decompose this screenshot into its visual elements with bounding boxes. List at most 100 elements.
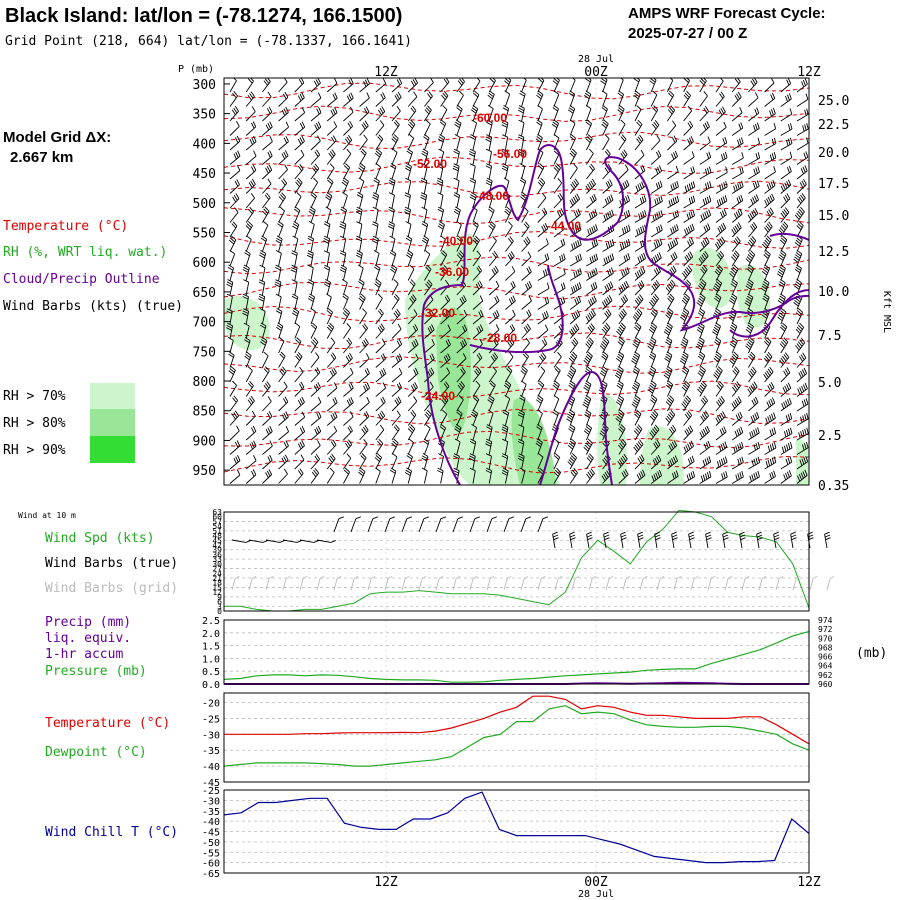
wind-barb: [618, 119, 626, 136]
wind-barb: [421, 235, 430, 252]
wind-barb: [601, 119, 609, 136]
wind-barb: [553, 453, 561, 470]
wind-barb: [229, 455, 241, 470]
wind-barb: [375, 382, 387, 397]
wind-barb: [695, 336, 705, 354]
wind-barb-true: [486, 516, 497, 533]
wind-barb: [275, 250, 282, 267]
y-tick-label: 24: [212, 569, 222, 578]
wind-barb: [537, 282, 550, 296]
wind-barb: [326, 78, 338, 93]
x-tick-label: 00Z: [584, 65, 608, 80]
y-tick-label: 850: [193, 405, 216, 420]
wind-barb: [634, 210, 647, 223]
y2-axis-title: (mb): [856, 646, 887, 661]
wind-barb: [391, 353, 403, 368]
wind-barb: [696, 322, 705, 339]
wind-barb: [262, 78, 271, 93]
wind-barb-grid: [248, 575, 257, 591]
wind-barb: [683, 151, 695, 165]
wind-barb: [795, 337, 806, 354]
wind-barb: [310, 322, 318, 339]
wind-barb-true: [520, 516, 531, 533]
wind-barb: [456, 353, 467, 368]
wind-barb: [699, 223, 711, 238]
cloud-outline-path: [729, 289, 809, 338]
wind-barb: [407, 134, 415, 151]
wind-barb: [537, 310, 549, 325]
wind-barb: [391, 396, 402, 412]
y2-tick-label: 960: [818, 680, 833, 689]
legend-wind-barbs-grid: Wind Barbs (grid): [45, 581, 178, 596]
wind-barb: [650, 210, 663, 223]
wind-barb: [229, 165, 241, 180]
wind-barb: [763, 250, 771, 267]
wind-barb: [761, 264, 771, 281]
wind-barb: [649, 424, 660, 441]
wind-barb: [472, 395, 480, 412]
wind-barb: [776, 264, 786, 281]
wind-barb: [698, 250, 709, 267]
wind-barb: [777, 308, 787, 325]
isotherm-label: -32.00: [421, 306, 455, 320]
wind-barb: [633, 424, 643, 441]
wind-barb: [375, 410, 386, 426]
wind-barb: [372, 206, 379, 223]
y-tick-label: 21: [212, 574, 222, 583]
wind-barb: [242, 293, 249, 310]
wind-barb: [245, 381, 254, 397]
wind-barb: [748, 427, 760, 441]
wind-barb: [715, 250, 725, 267]
wind-barb: [310, 78, 321, 93]
wind-barb: [456, 78, 465, 93]
legend-cloud: Cloud/Precip Outline: [3, 272, 160, 287]
wind-barb: [569, 267, 582, 281]
wind-barb: [262, 425, 273, 441]
wind-barb: [390, 264, 398, 281]
wind-barb: [359, 382, 371, 397]
wind-barb-true: [807, 531, 814, 549]
wind-barb: [310, 337, 319, 354]
wind-barb: [715, 121, 727, 136]
wind-barb: [683, 410, 693, 426]
wind-barb: [340, 206, 347, 223]
wind-barb: [229, 179, 240, 194]
wind-barb: [713, 351, 722, 368]
wind-panel: 0369121518212427303336394245485154576063…: [18, 508, 835, 616]
wind-barb: [731, 250, 740, 267]
wind-barb: [748, 456, 761, 470]
wind-barb: [389, 235, 396, 252]
wind-barb: [326, 367, 337, 383]
wind-barb: [780, 382, 792, 397]
wind-barb: [696, 293, 706, 310]
y-tick-label: 60: [212, 513, 222, 522]
wind-barb: [552, 380, 560, 397]
wind-barb: [584, 90, 592, 107]
wind-barb: [520, 366, 528, 383]
wind-barb: [764, 397, 776, 412]
wind-barb: [359, 120, 369, 136]
wind-barb: [358, 467, 366, 484]
wind-barb: [667, 470, 679, 484]
wind-barb: [420, 192, 428, 209]
wind-barb: [780, 151, 793, 165]
wind-barb: [617, 105, 625, 122]
y2-tick-label: 17.5: [818, 177, 849, 192]
wind-barb-grid: [741, 575, 750, 591]
wind-barb-grid: [231, 575, 240, 591]
wind-barb: [780, 397, 792, 412]
wind-barb: [569, 163, 578, 180]
wind-barb: [505, 338, 515, 354]
legend-pressure: Pressure (mb): [45, 664, 147, 679]
wind-barb: [359, 92, 370, 107]
wind-barb: [456, 338, 468, 354]
wind-barb: [683, 90, 691, 107]
wind-barb: [731, 194, 744, 209]
wind-barb: [310, 177, 319, 194]
wind-barb: [423, 250, 431, 267]
rh90-swatch: [90, 436, 135, 463]
wind-barb: [583, 351, 593, 368]
wind-barb: [796, 221, 804, 238]
wind-barb: [407, 78, 418, 93]
wind-barb: [278, 136, 289, 151]
